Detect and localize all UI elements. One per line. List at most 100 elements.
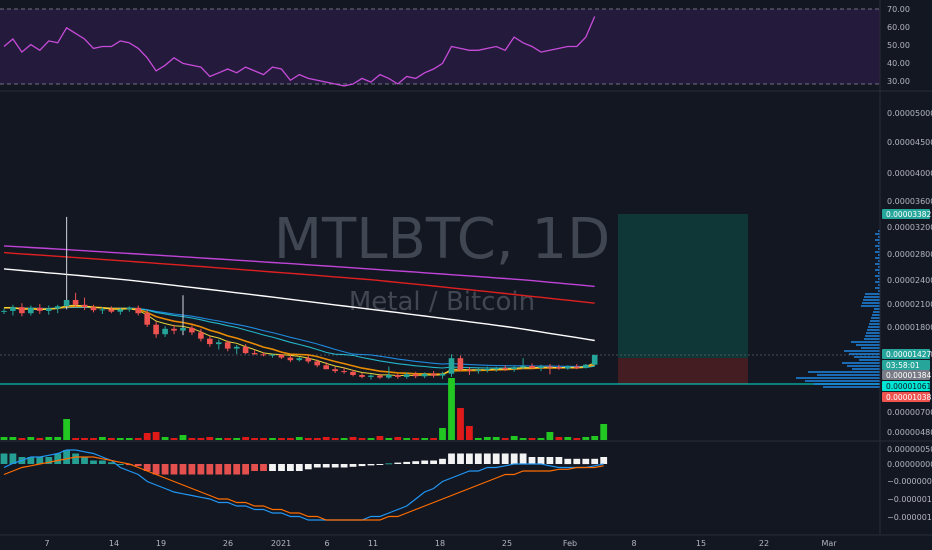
volume-bar bbox=[27, 437, 35, 440]
long-position-profit-zone[interactable] bbox=[618, 214, 748, 358]
macd-histogram-bar bbox=[385, 463, 393, 465]
price-axis-label: 0.00002400 bbox=[887, 276, 932, 285]
candle bbox=[207, 336, 213, 347]
candle-body bbox=[216, 342, 222, 345]
candle-body bbox=[305, 358, 312, 362]
candle bbox=[72, 292, 79, 308]
volume-bar bbox=[179, 435, 187, 440]
volume-profile-bar bbox=[866, 332, 880, 334]
volume-profile-bar bbox=[875, 269, 880, 271]
candle-body bbox=[296, 358, 303, 361]
volume-bar bbox=[582, 437, 590, 440]
volume-profile-bar bbox=[872, 314, 880, 316]
long-position-tool[interactable] bbox=[618, 214, 748, 384]
volume-profile-bar bbox=[852, 368, 880, 370]
volume-profile-bar bbox=[854, 356, 880, 358]
candle bbox=[171, 324, 177, 335]
macd-histogram-bar bbox=[0, 453, 8, 464]
candle bbox=[377, 373, 383, 379]
volume-bar bbox=[313, 438, 321, 440]
volume-bar bbox=[600, 424, 608, 440]
macd-histogram-bar bbox=[179, 464, 187, 475]
macd-histogram-bar bbox=[439, 458, 446, 465]
candle-body bbox=[529, 366, 535, 368]
candle bbox=[475, 367, 482, 374]
volume-profile-bar bbox=[842, 362, 880, 364]
volume-bar bbox=[215, 438, 223, 440]
candle-body bbox=[350, 371, 356, 375]
candle bbox=[323, 362, 329, 370]
volume-bar bbox=[143, 433, 151, 440]
volume-profile-bar bbox=[869, 323, 880, 325]
volume-profile-bar bbox=[878, 248, 880, 250]
candle-body bbox=[224, 342, 231, 349]
macd-histogram bbox=[0, 450, 608, 475]
macd-histogram-bar bbox=[510, 453, 518, 464]
volume-bar bbox=[90, 438, 97, 440]
price-tag-background bbox=[882, 209, 930, 219]
volume-bar bbox=[224, 438, 232, 440]
volume-bar bbox=[349, 437, 357, 440]
time-axis-label: 25 bbox=[502, 539, 512, 548]
candle-body bbox=[233, 346, 240, 349]
candle bbox=[216, 339, 222, 350]
volume-bar bbox=[125, 438, 133, 440]
macd-axis-label: −0.00000050 bbox=[887, 477, 932, 486]
volume-bar bbox=[287, 438, 294, 440]
rsi-axis-label: 40.00 bbox=[887, 59, 910, 68]
signal-line bbox=[3, 456, 604, 521]
rsi-axis: 70.00 60.00 50.00 40.00 30.00 bbox=[887, 5, 910, 86]
candle bbox=[538, 364, 544, 372]
macd-histogram-bar bbox=[394, 462, 402, 464]
volume-bar bbox=[331, 438, 339, 440]
candle bbox=[287, 355, 294, 363]
candle bbox=[63, 216, 70, 310]
volume-profile-bar bbox=[861, 305, 880, 307]
macd-histogram-bar bbox=[81, 457, 88, 464]
candle bbox=[135, 305, 141, 316]
macd-histogram-bar bbox=[134, 464, 142, 467]
candle-body bbox=[90, 307, 97, 311]
candle-body bbox=[430, 373, 437, 376]
macd-histogram-bar bbox=[331, 464, 339, 468]
rsi-line bbox=[3, 16, 596, 87]
candle bbox=[314, 359, 320, 368]
volume-profile-bar bbox=[796, 377, 880, 379]
macd-histogram-bar bbox=[90, 460, 97, 464]
price-axis-label: 0.00003600 bbox=[887, 197, 932, 206]
candle-body bbox=[520, 366, 526, 368]
macd-histogram-bar bbox=[251, 464, 258, 471]
long-position-loss-zone[interactable] bbox=[618, 358, 748, 384]
macd-histogram-bar bbox=[242, 464, 249, 475]
volume-profile-bar bbox=[875, 287, 880, 289]
macd-histogram-bar bbox=[224, 464, 232, 475]
candle-body bbox=[242, 346, 249, 354]
rsi-panel[interactable] bbox=[0, 8, 880, 87]
price-axis-label: 0.00000700 bbox=[887, 408, 932, 417]
candle-body bbox=[421, 373, 428, 377]
macd-axis: 0.00000050 0.00000000 −0.00000050 −0.000001… bbox=[887, 445, 932, 522]
rsi-axis-label: 70.00 bbox=[887, 5, 910, 14]
candle bbox=[260, 352, 267, 357]
candle bbox=[189, 325, 195, 336]
time-axis-label: 7 bbox=[44, 539, 49, 548]
volume-profile-bar bbox=[878, 272, 880, 274]
price-tag-label: 0.00001427 bbox=[886, 350, 932, 359]
macd-histogram-bar bbox=[116, 464, 124, 465]
volume-profile-bar bbox=[867, 329, 880, 331]
macd-histogram-bar bbox=[430, 460, 437, 464]
macd-histogram-bar bbox=[304, 464, 312, 470]
price-tag: 0.00001427 bbox=[882, 349, 932, 359]
volume-profile-bar bbox=[865, 293, 880, 295]
candle bbox=[403, 372, 410, 379]
volume-bar bbox=[45, 437, 53, 440]
macd-panel[interactable] bbox=[0, 449, 608, 521]
macd-histogram-bar bbox=[170, 464, 178, 475]
volume-bar bbox=[564, 437, 572, 440]
time-axis[interactable]: 7 14 19 26 2021 6 11 18 25 Feb 8 15 22 Mar bbox=[44, 539, 837, 548]
candle-body bbox=[126, 307, 133, 310]
candle-body bbox=[341, 371, 347, 373]
volume-bar bbox=[81, 438, 88, 440]
rsi-axis-label: 50.00 bbox=[887, 41, 910, 50]
